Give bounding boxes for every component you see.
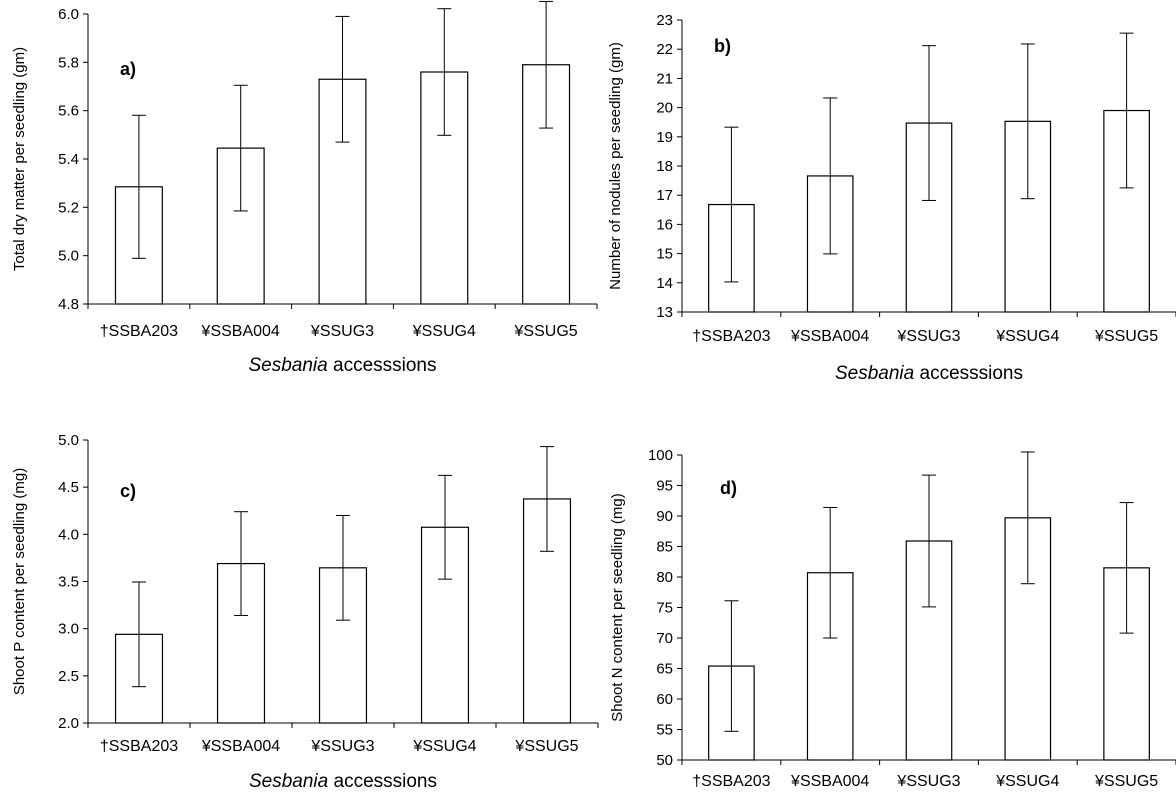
category-label: ¥SSUG5: [1094, 773, 1158, 790]
y-tick-label: 5.2: [58, 199, 79, 216]
y-tick-label: 100: [648, 447, 673, 464]
y-tick-label: 20: [656, 100, 673, 117]
category-label: ¥SSBA004: [201, 738, 280, 755]
category-label: ¥SSBA004: [790, 773, 869, 790]
y-tick-label: 4.5: [58, 479, 79, 496]
y-tick-label: 2.5: [58, 668, 79, 685]
y-tick-label: 13: [656, 304, 673, 321]
y-tick-label: 23: [656, 12, 673, 29]
category-label: ¥SSUG3: [310, 738, 374, 755]
y-axis-label: Total dry matter per seedling (gm): [11, 47, 28, 271]
panel-d: 50 55 60 65 70 75 80 85 90 95 100 †SSBA203 ¥SSBA004 ¥…: [609, 447, 1176, 796]
y-tick-label: 3.5: [58, 574, 79, 591]
category-label: ¥SSUG5: [514, 323, 578, 340]
y-tick-label: 15: [656, 246, 673, 263]
y-tick-label: 4.0: [58, 526, 79, 543]
category-label: ¥SSUG5: [514, 738, 578, 755]
category-label: ¥SSBA004: [201, 323, 280, 340]
y-tick-label: 65: [656, 661, 673, 678]
panel-label: c): [120, 481, 136, 501]
y-tick-label: 55: [656, 722, 673, 739]
y-axis-label: Number of nodules per seedling (gm): [607, 42, 624, 290]
category-label: ¥SSUG3: [896, 773, 960, 790]
y-tick-label: 5.0: [58, 432, 79, 449]
y-tick-label: 16: [656, 216, 673, 233]
y-tick-label: 50: [656, 752, 673, 769]
panel-c: 2.0 2.5 3.0 3.5 4.0 4.5 5.0 †SSBA203 ¥SSBA004 ¥SS…: [11, 432, 599, 792]
category-label: ¥SSUG3: [310, 323, 374, 340]
y-tick-label: 4.8: [58, 296, 79, 313]
x-axis-label-genus: Sesbania: [249, 771, 328, 792]
panel-b: 13 14 15 16 17 18 19 20 21 22 23 †SSBA203 ¥SSBA004 ¥S…: [607, 12, 1176, 384]
x-axis-label-rest: accesssions: [914, 794, 1023, 796]
y-tick-label: 85: [656, 539, 673, 556]
category-label: ¥SSUG5: [1094, 328, 1158, 345]
y-tick-label: 60: [656, 691, 673, 708]
category-label: †SSBA203: [100, 323, 178, 340]
category-label: ¥SSUG4: [995, 773, 1059, 790]
category-label: †SSBA203: [100, 738, 178, 755]
y-tick-label: 6.0: [58, 6, 79, 23]
y-tick-label: 19: [656, 129, 673, 146]
x-axis-label: Sesbania accesssions: [835, 794, 1023, 796]
y-tick-label: 75: [656, 600, 673, 617]
category-label: ¥SSUG4: [412, 738, 476, 755]
y-tick-label: 3.0: [58, 621, 79, 638]
x-axis-label: Sesbania accesssions: [249, 771, 437, 792]
x-axis-label-rest: accesssions: [328, 771, 437, 792]
x-axis-label: Sesbania accesssions: [248, 355, 436, 376]
x-axis-label-rest: accesssions: [914, 363, 1023, 384]
y-tick-label: 70: [656, 630, 673, 647]
y-tick-label: 5.8: [58, 54, 79, 71]
y-axis-label: Shoot N content per seedling (mg): [609, 493, 626, 721]
x-axis-label-rest: accesssions: [328, 355, 437, 376]
y-tick-label: 80: [656, 569, 673, 586]
y-tick-label: 18: [656, 158, 673, 175]
panel-a: 4.8 5.0 5.2 5.4 5.6 5.8 6.0 †SSBA203 ¥SSBA004 ¥SS…: [11, 0, 598, 376]
category-label: ¥SSBA004: [790, 328, 869, 345]
y-tick-label: 22: [656, 41, 673, 58]
y-tick-label: 14: [656, 275, 673, 292]
y-tick-label: 5.4: [58, 151, 79, 168]
panel-label: a): [120, 59, 136, 79]
x-axis-label-genus: Sesbania: [835, 363, 914, 384]
panel-label: b): [714, 36, 731, 56]
y-tick-label: 90: [656, 508, 673, 525]
x-axis-label-genus: Sesbania: [248, 355, 327, 376]
category-label: †SSBA203: [692, 328, 770, 345]
panel-label: d): [720, 478, 737, 498]
category-label: †SSBA203: [692, 773, 770, 790]
y-tick-label: 21: [656, 70, 673, 87]
x-axis-label-genus: Sesbania: [835, 794, 914, 796]
y-tick-label: 5.6: [58, 103, 79, 120]
category-label: ¥SSUG3: [896, 328, 960, 345]
y-tick-label: 2.0: [58, 715, 79, 732]
y-tick-label: 5.0: [58, 248, 79, 265]
category-label: ¥SSUG4: [995, 328, 1059, 345]
category-label: ¥SSUG4: [412, 323, 476, 340]
y-tick-label: 17: [656, 187, 673, 204]
x-axis-label: Sesbania accesssions: [835, 363, 1023, 384]
y-axis-label: Shoot P content per seedling (mg): [11, 468, 28, 695]
y-tick-label: 95: [656, 478, 673, 495]
